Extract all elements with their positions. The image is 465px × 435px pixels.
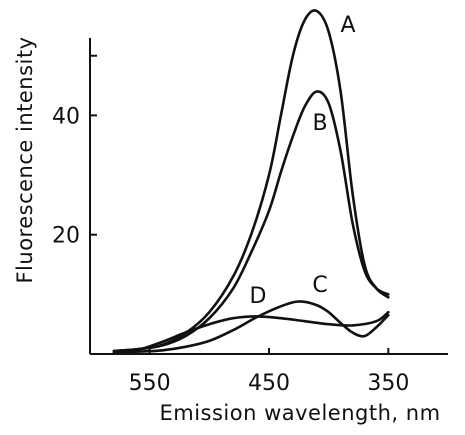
x-tick-label: 350 [367, 371, 409, 396]
y-tick-label: 20 [52, 224, 80, 249]
x-axis-label: Emission wavelength, nm [159, 401, 440, 425]
y-tick-label: 40 [52, 104, 80, 129]
y-axis-label: Fluorescence intensity [13, 36, 37, 283]
series-label-b: B [312, 111, 327, 136]
series-label-d: D [250, 284, 267, 309]
series-curve-c [112, 300, 390, 354]
x-ticks: 550 450 350 [129, 348, 409, 396]
series-label-a: A [340, 13, 355, 38]
series-curve-d [112, 310, 390, 354]
x-tick-label: 450 [248, 371, 290, 396]
series-label-c: C [312, 273, 327, 298]
series-labels: A B C D [250, 13, 356, 309]
x-tick-label: 550 [129, 371, 171, 396]
series-curves [112, 9, 390, 354]
axes [89, 38, 448, 355]
series-curve-b [112, 90, 390, 353]
